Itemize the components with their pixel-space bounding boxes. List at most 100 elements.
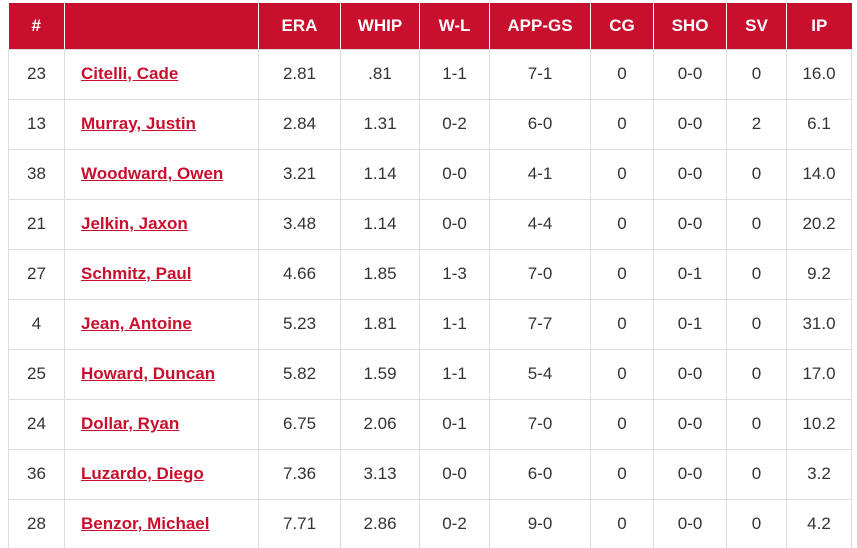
cell-number: 38 <box>8 148 65 200</box>
cell-appgs: 6-0 <box>489 98 591 150</box>
cell-name: Schmitz, Paul <box>64 248 259 300</box>
cell-cg: 0 <box>590 98 654 150</box>
cell-whip: 1.14 <box>340 148 420 200</box>
cell-number: 25 <box>8 348 65 400</box>
cell-number: 24 <box>8 398 65 450</box>
cell-cg: 0 <box>590 398 654 450</box>
cell-era: 3.48 <box>258 198 341 250</box>
cell-number: 27 <box>8 248 65 300</box>
cell-ip: 17.0 <box>786 348 852 400</box>
column-header-whip: WHIP <box>340 3 420 49</box>
cell-ip: 14.0 <box>786 148 852 200</box>
cell-whip: 1.59 <box>340 348 420 400</box>
cell-era: 6.75 <box>258 398 341 450</box>
player-row: 21 Jelkin, Jaxon 3.48 1.14 0-0 4-4 0 0-0 0 20.2 <box>8 198 852 250</box>
column-header-era: ERA <box>258 3 341 49</box>
cell-name: Dollar, Ryan <box>64 398 259 450</box>
player-name-link[interactable]: Murray, Justin <box>81 114 196 133</box>
cell-appgs: 4-1 <box>489 148 591 200</box>
cell-appgs: 7-0 <box>489 248 591 300</box>
cell-cg: 0 <box>590 248 654 300</box>
player-row: 25 Howard, Duncan 5.82 1.59 1-1 5-4 0 0-0 0 17.0 <box>8 348 852 400</box>
cell-number: 36 <box>8 448 65 500</box>
cell-appgs: 7-7 <box>489 298 591 350</box>
player-name-link[interactable]: Luzardo, Diego <box>81 464 204 483</box>
cell-ip: 16.0 <box>786 48 852 100</box>
cell-number: 13 <box>8 98 65 150</box>
cell-wl: 0-0 <box>419 198 490 250</box>
cell-wl: 1-1 <box>419 48 490 100</box>
cell-whip: .81 <box>340 48 420 100</box>
cell-cg: 0 <box>590 48 654 100</box>
cell-name: Benzor, Michael <box>64 498 259 548</box>
cell-sho: 0-0 <box>653 398 727 450</box>
cell-sv: 0 <box>726 48 787 100</box>
cell-ip: 31.0 <box>786 298 852 350</box>
cell-whip: 3.13 <box>340 448 420 500</box>
player-name-link[interactable]: Dollar, Ryan <box>81 414 180 433</box>
column-header-sv: SV <box>726 3 787 49</box>
cell-appgs: 7-1 <box>489 48 591 100</box>
player-name-link[interactable]: Jelkin, Jaxon <box>81 214 188 233</box>
cell-ip: 9.2 <box>786 248 852 300</box>
cell-era: 3.21 <box>258 148 341 200</box>
cell-appgs: 5-4 <box>489 348 591 400</box>
player-name-link[interactable]: Schmitz, Paul <box>81 264 192 283</box>
cell-name: Jean, Antoine <box>64 298 259 350</box>
player-row: 24 Dollar, Ryan 6.75 2.06 0-1 7-0 0 0-0 0 10.2 <box>8 398 852 450</box>
cell-wl: 0-2 <box>419 498 490 548</box>
cell-sho: 0-0 <box>653 98 727 150</box>
cell-sv: 0 <box>726 248 787 300</box>
player-row: 36 Luzardo, Diego 7.36 3.13 0-0 6-0 0 0-0 0 3.2 <box>8 448 852 500</box>
player-name-link[interactable]: Woodward, Owen <box>81 164 224 183</box>
cell-wl: 0-0 <box>419 448 490 500</box>
header-row: # ERA WHIP W-L APP-GS CG SHO SV IP <box>8 3 852 49</box>
cell-number: 4 <box>8 298 65 350</box>
cell-sv: 2 <box>726 98 787 150</box>
cell-ip: 6.1 <box>786 98 852 150</box>
column-header-ip: IP <box>786 3 852 49</box>
column-header-wl: W-L <box>419 3 490 49</box>
cell-sv: 0 <box>726 198 787 250</box>
cell-era: 4.66 <box>258 248 341 300</box>
cell-sv: 0 <box>726 148 787 200</box>
cell-cg: 0 <box>590 148 654 200</box>
cell-cg: 0 <box>590 498 654 548</box>
column-header-number: # <box>8 3 65 49</box>
cell-wl: 0-2 <box>419 98 490 150</box>
cell-whip: 2.86 <box>340 498 420 548</box>
cell-era: 7.71 <box>258 498 341 548</box>
cell-name: Jelkin, Jaxon <box>64 198 259 250</box>
cell-sho: 0-0 <box>653 448 727 500</box>
cell-sho: 0-0 <box>653 348 727 400</box>
pitching-stats-table: # ERA WHIP W-L APP-GS CG SHO SV IP 23 Citelli, Ca… <box>8 3 852 548</box>
player-row: 27 Schmitz, Paul 4.66 1.85 1-3 7-0 0 0-1 0 9.2 <box>8 248 852 300</box>
cell-sho: 0-0 <box>653 148 727 200</box>
player-name-link[interactable]: Jean, Antoine <box>81 314 192 333</box>
cell-cg: 0 <box>590 198 654 250</box>
cell-era: 5.82 <box>258 348 341 400</box>
cell-number: 21 <box>8 198 65 250</box>
player-name-link[interactable]: Citelli, Cade <box>81 64 179 83</box>
cell-wl: 0-1 <box>419 398 490 450</box>
cell-sv: 0 <box>726 498 787 548</box>
cell-name: Murray, Justin <box>64 98 259 150</box>
cell-cg: 0 <box>590 298 654 350</box>
player-row: 28 Benzor, Michael 7.71 2.86 0-2 9-0 0 0-0 0 4.2 <box>8 498 852 548</box>
column-header-cg: CG <box>590 3 654 49</box>
stats-table-head: # ERA WHIP W-L APP-GS CG SHO SV IP <box>8 3 852 49</box>
cell-appgs: 6-0 <box>489 448 591 500</box>
player-name-link[interactable]: Benzor, Michael <box>81 514 210 533</box>
player-row: 13 Murray, Justin 2.84 1.31 0-2 6-0 0 0-0 2 6.1 <box>8 98 852 150</box>
player-name-link[interactable]: Howard, Duncan <box>81 364 216 383</box>
cell-appgs: 4-4 <box>489 198 591 250</box>
cell-whip: 1.81 <box>340 298 420 350</box>
cell-sho: 0-0 <box>653 198 727 250</box>
cell-name: Luzardo, Diego <box>64 448 259 500</box>
cell-name: Woodward, Owen <box>64 148 259 200</box>
cell-wl: 0-0 <box>419 148 490 200</box>
player-row: 38 Woodward, Owen 3.21 1.14 0-0 4-1 0 0-0 0 14.0 <box>8 148 852 200</box>
cell-era: 2.81 <box>258 48 341 100</box>
cell-era: 2.84 <box>258 98 341 150</box>
